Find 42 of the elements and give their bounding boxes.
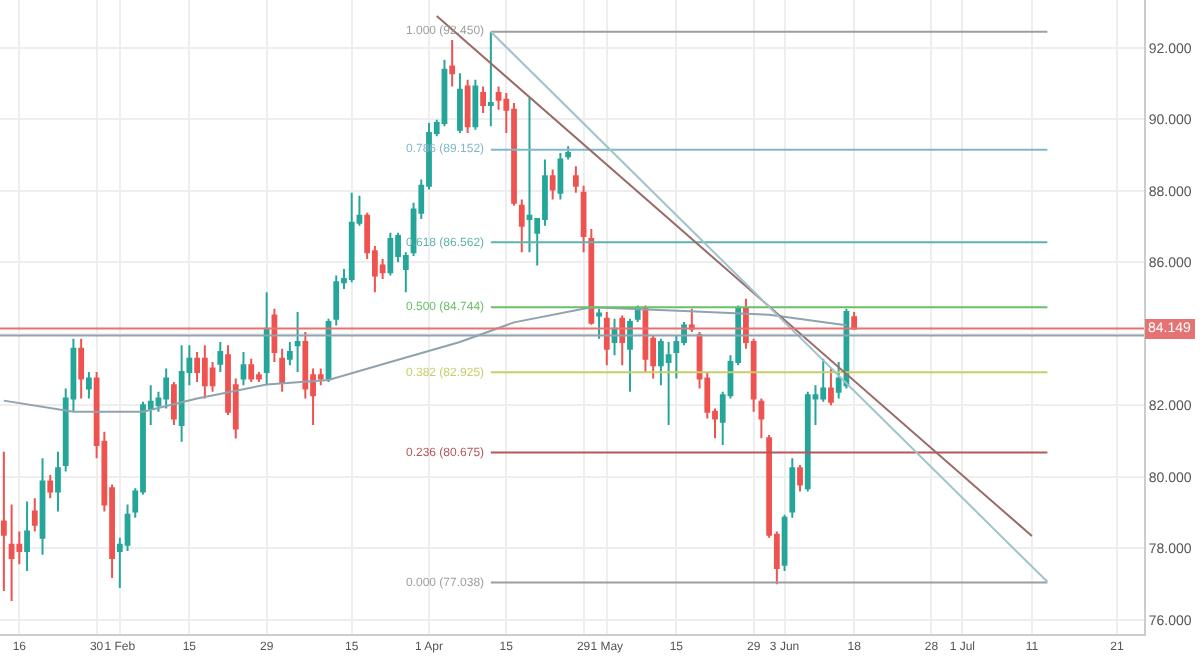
candlestick: [8, 503, 15, 603]
candlestick: [240, 351, 247, 387]
candlestick: [518, 198, 525, 254]
candlestick: [171, 381, 177, 426]
candlestick: [572, 165, 579, 194]
candlestick: [549, 168, 556, 201]
candlestick: [0, 450, 7, 593]
candlestick: [248, 357, 255, 384]
candlestick: [55, 450, 61, 513]
candlestick: [31, 497, 38, 533]
candlestick: [263, 291, 270, 387]
candlestick: [387, 231, 394, 277]
candlestick: [804, 390, 811, 493]
candlestick: [596, 307, 602, 340]
candlestick: [24, 500, 30, 573]
candlestick: [86, 371, 92, 400]
candlestick: [464, 78, 471, 134]
candlestick: [449, 39, 456, 88]
candlestick: [557, 151, 564, 201]
candlestick: [565, 145, 572, 161]
candlestick: [797, 463, 803, 493]
candlestick: [472, 78, 479, 131]
candlestick: [348, 191, 355, 284]
candlestick: [286, 341, 293, 367]
candlestick: [279, 347, 286, 393]
candlestick: [201, 344, 208, 400]
candlestick: [47, 473, 54, 500]
candlestick: [294, 311, 301, 374]
candlestick: [487, 30, 494, 128]
candlestick: [627, 317, 633, 393]
candlestick: [789, 457, 796, 519]
candlestick: [217, 341, 224, 374]
candlestick: [480, 85, 486, 114]
candlestick: [511, 101, 517, 207]
candlestick: [39, 457, 46, 556]
candlestick: [178, 344, 185, 443]
candlestick: [163, 367, 170, 410]
candlestick: [457, 72, 463, 134]
candlestick: [828, 367, 834, 407]
candlestick: [78, 337, 85, 400]
candlestick: [665, 341, 672, 426]
candlestick: [611, 317, 618, 357]
